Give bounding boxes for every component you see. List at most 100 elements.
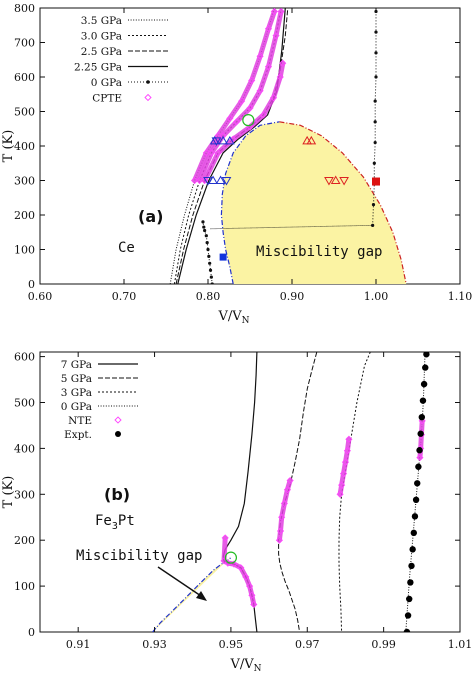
series-marker-5-4: [373, 140, 377, 145]
highlight-marker-1-4: [246, 104, 254, 112]
legend-swatch-4: [114, 416, 122, 424]
series-line-2: [338, 352, 371, 632]
x-tick-label-4: 1.00: [364, 290, 389, 303]
series-marker-4-8: [203, 228, 207, 233]
material-label-a: Ce: [118, 240, 135, 256]
triangle-blue-up-2: [224, 135, 235, 145]
legend-b: 7 GPa 5 GPa 3 GPa 0 GPa NTE Expt.: [61, 359, 138, 441]
highlight-marker-2-2: [341, 458, 350, 466]
highlight-marker-2-0: [201, 176, 209, 185]
series-marker-5-1: [371, 203, 376, 207]
series-marker-5-3: [372, 161, 376, 165]
x-axis-label-a: V/VN: [217, 309, 249, 326]
series-marker-4-10: [201, 220, 205, 224]
legend-swatch-5: [115, 431, 121, 437]
legend-label-5: Expt.: [64, 429, 92, 441]
highlight-marker-0-0: [221, 534, 229, 542]
tie-line: [210, 224, 375, 230]
series-marker-5-6: [373, 99, 377, 103]
highlight-marker-2-6: [276, 73, 284, 81]
x-tick-label-5: 1.10: [448, 290, 473, 303]
legend-a: 3.5 GPa 3.0 GPa 2.5 GPa 2.25 GPa 0 GPa CPTE: [74, 15, 168, 105]
y-axis-label-b: T (K): [1, 476, 16, 509]
highlight-marker-1-0: [196, 176, 204, 185]
highlight-marker-2-5: [269, 94, 278, 102]
highlight-marker-0-5: [248, 76, 256, 85]
expt-point-13: [418, 413, 426, 421]
highlight-marker-2-5: [336, 490, 344, 498]
series-marker-4-9: [202, 225, 206, 229]
y-tick-label-1: 100: [14, 580, 35, 593]
legend-label-0: 7 GPa: [61, 359, 92, 371]
highlight-marker-0-6: [246, 582, 254, 590]
series-marker-4-6: [205, 241, 209, 245]
legend-label-5: CPTE: [92, 93, 122, 105]
y-tick-label-0: 0: [28, 626, 35, 639]
miscibility-label-b: Miscibility gap: [76, 548, 202, 564]
triangle-blue-up-4: [215, 175, 226, 184]
highlight-marker-0-2: [224, 559, 232, 567]
legend-label-1: 5 GPa: [61, 373, 92, 385]
panel-b-ticks: 0.91 0.93 0.95 0.97 0.99 1.01 0 100 200 300 400 500…: [14, 351, 472, 651]
gap-boundary-right: [279, 121, 407, 284]
highlight-marker-0-1: [202, 149, 210, 157]
panel-a-ticks: 0.60 0.70 0.80 0.90 1.00 1.10 0 100 200 300 400 500…: [14, 2, 472, 303]
highlight-marker-0-0: [190, 176, 199, 185]
red-square-marker: [372, 177, 380, 186]
legend-label-3: 0 GPa: [61, 401, 92, 413]
blue-square-marker: [219, 253, 227, 261]
highlight-marker-1-8: [277, 8, 285, 16]
highlight-marker-2-3: [339, 470, 348, 478]
highlight-band-1: [197, 8, 284, 183]
y-tick-label-6: 600: [14, 71, 35, 84]
highlight-marker-2-1: [343, 447, 351, 455]
y-tick-label-2: 200: [14, 209, 35, 222]
highlight-marker-1-6: [264, 63, 273, 71]
highlight-marker-0-8: [270, 8, 278, 16]
series-line-1: [173, 8, 282, 284]
highlight-band-0: [192, 8, 277, 183]
expt-point-15: [420, 380, 428, 388]
plot-area: [169, 8, 407, 284]
y-tick-label-6: 600: [14, 351, 35, 364]
highlight-marker-0-8: [250, 600, 258, 609]
miscibility-label-a: Miscibility gap: [256, 244, 382, 260]
highlight-marker-2-4: [259, 111, 268, 119]
critical-point: [242, 114, 255, 127]
highlight-marker-1-7: [272, 32, 280, 40]
triangle-blue-up-0: [209, 135, 220, 145]
highlight-marker-0-4: [237, 564, 245, 572]
x-tick-label-1: 0.70: [112, 290, 137, 303]
highlight-marker-2-0: [345, 435, 353, 443]
series-marker-5-8: [374, 51, 378, 55]
x-tick-label-2: 0.80: [196, 290, 221, 303]
y-tick-label-5: 500: [14, 396, 35, 409]
y-tick-label-4: 400: [14, 442, 35, 455]
triangle-blue-down-1: [221, 177, 232, 186]
y-tick-label-4: 400: [14, 140, 35, 153]
expt-point-17: [423, 352, 430, 358]
highlight-marker-0-7: [248, 591, 256, 599]
x-tick-label-3: 0.97: [295, 638, 320, 651]
highlight-marker-0-7: [264, 25, 273, 33]
highlight-marker-0-5: [242, 573, 250, 581]
highlight-marker-1-4: [276, 527, 285, 535]
material-label-b: Fe3Pt: [95, 513, 135, 532]
expt-point-4: [408, 562, 415, 570]
expt-point-2: [406, 595, 413, 603]
series-marker-5-0: [371, 223, 375, 227]
x-tick-label-3: 0.90: [280, 290, 305, 303]
series-marker-5-7: [374, 75, 378, 79]
series-marker-4-3: [208, 261, 212, 265]
plot-frame-b: [39, 351, 461, 633]
y-tick-label-5: 500: [14, 106, 35, 119]
highlight-marker-1-1: [207, 149, 215, 157]
legend-swatch-5: [144, 93, 152, 102]
series-marker-5-9: [374, 30, 378, 34]
gap-boundary-left: [220, 121, 280, 284]
x-tick-label-0: 0.60: [28, 290, 53, 303]
expt-point-3: [407, 579, 414, 586]
x-tick-label-1: 0.93: [142, 638, 167, 651]
legend-label-4: NTE: [68, 415, 92, 427]
